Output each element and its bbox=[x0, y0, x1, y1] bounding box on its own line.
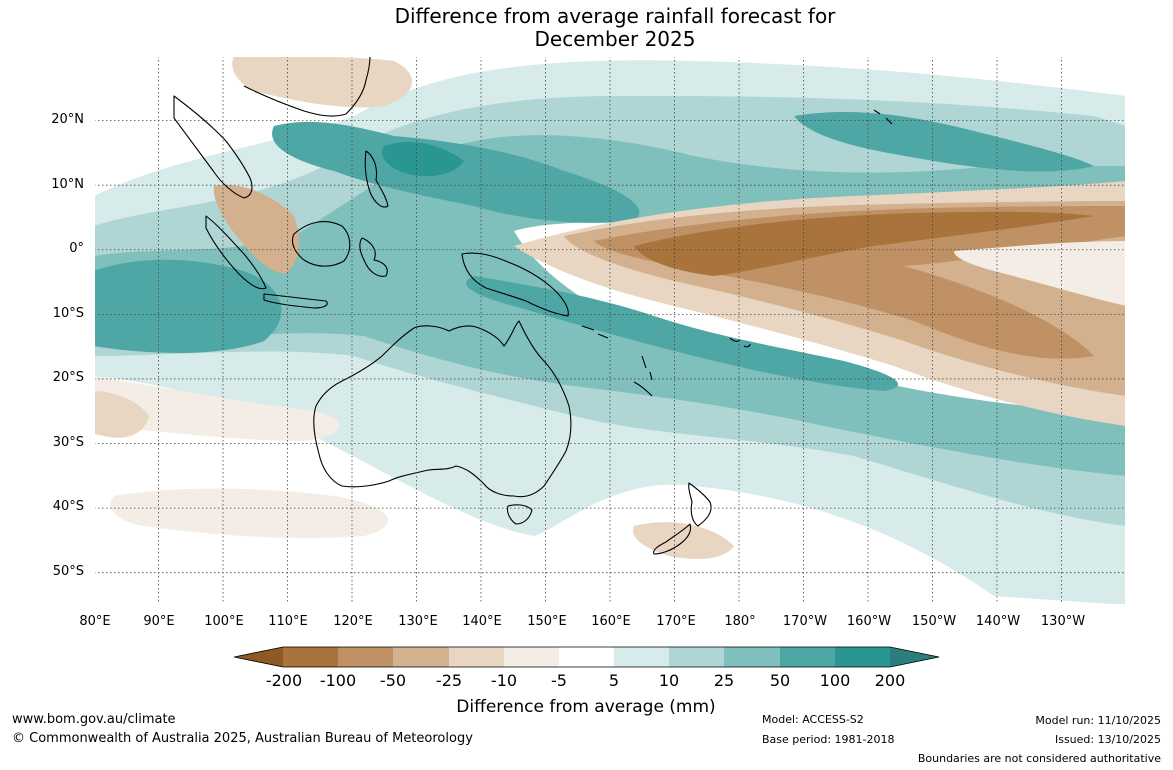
lon-label-130w: 130°W bbox=[1040, 614, 1086, 629]
dry-region-equatorial-core bbox=[634, 211, 1094, 276]
legend-outline bbox=[234, 646, 940, 668]
borneo-coastline bbox=[291, 221, 351, 267]
legend-tick-neg10: -10 bbox=[490, 671, 518, 690]
legend-swatch-8 bbox=[669, 647, 724, 667]
lon-label-100e: 100°E bbox=[204, 614, 244, 629]
legend-swatch-3 bbox=[393, 647, 449, 667]
lat-label-30s: 30°S bbox=[52, 435, 84, 450]
legend-title: Difference from average (mm) bbox=[456, 697, 716, 717]
legend-swatch-above-max bbox=[890, 647, 939, 667]
legend-tick-100: 100 bbox=[819, 671, 851, 690]
java-coastline bbox=[263, 293, 328, 309]
dry-region-south-china-sea bbox=[213, 185, 300, 274]
sumatra-coastline bbox=[205, 215, 267, 290]
indochina-coastline bbox=[173, 95, 253, 199]
vanuatu-islands bbox=[641, 355, 653, 381]
legend-swatch-4 bbox=[449, 647, 504, 667]
lon-label-150e: 150°E bbox=[527, 614, 567, 629]
lon-label-140w: 140°W bbox=[975, 614, 1021, 629]
new-zealand-north-island bbox=[688, 482, 712, 527]
rainfall-anomaly-map bbox=[94, 56, 1126, 605]
lon-label-170w: 170°W bbox=[782, 614, 828, 629]
legend-tick-neg100: -100 bbox=[319, 671, 357, 690]
solomon-islands bbox=[581, 325, 609, 339]
new-caledonia bbox=[633, 381, 653, 397]
legend-colorbar bbox=[234, 646, 940, 668]
map-title-line-1: Difference from average rainfall forecas… bbox=[394, 4, 836, 28]
lat-label-50s: 50°S bbox=[52, 564, 84, 579]
wet-region-north-pacific bbox=[794, 111, 1094, 172]
lon-label-170e: 170°E bbox=[656, 614, 696, 629]
lat-label-20s: 20°S bbox=[52, 370, 84, 385]
china-coastline bbox=[243, 56, 371, 117]
legend-tick-25: 25 bbox=[713, 671, 735, 690]
legend-tick-200: 200 bbox=[874, 671, 906, 690]
tasmania-coastline bbox=[506, 504, 533, 525]
footer-model-run: Model run: 11/10/2025 bbox=[1035, 714, 1161, 727]
philippines-coastline bbox=[364, 150, 389, 208]
lon-label-130e: 130°E bbox=[398, 614, 438, 629]
legend-swatch-below-min bbox=[234, 647, 283, 667]
new-guinea-coastline bbox=[461, 252, 569, 317]
legend-swatch-11 bbox=[835, 647, 890, 667]
wet-region-west-indian-ocean bbox=[94, 259, 282, 353]
legend-tick-50: 50 bbox=[769, 671, 791, 690]
legend-swatch-6 bbox=[559, 647, 614, 667]
footer-model: Model: ACCESS-S2 bbox=[762, 713, 864, 726]
legend-swatch-7 bbox=[614, 647, 669, 667]
coastlines bbox=[173, 56, 893, 555]
legend-swatch-10 bbox=[780, 647, 835, 667]
wet-region-maritime-continent bbox=[272, 121, 640, 223]
legend-swatch-2 bbox=[338, 647, 393, 667]
legend-swatch-5 bbox=[504, 647, 559, 667]
legend-swatch-1 bbox=[283, 647, 338, 667]
fiji-islands bbox=[729, 337, 751, 348]
footer-base-period: Base period: 1981-2018 bbox=[762, 733, 895, 746]
lon-label-180: 180° bbox=[724, 614, 756, 629]
dry-region-west-australia-coast bbox=[94, 391, 149, 438]
legend-tick-neg25: -25 bbox=[435, 671, 463, 690]
lon-label-120e: 120°E bbox=[333, 614, 373, 629]
lat-label-40s: 40°S bbox=[52, 499, 84, 514]
lon-label-160w: 160°W bbox=[846, 614, 892, 629]
footer-url: www.bom.gov.au/climate bbox=[12, 712, 176, 727]
lon-label-90e: 90°E bbox=[143, 614, 175, 629]
legend-tick-neg200: -200 bbox=[265, 671, 303, 690]
graticule bbox=[94, 56, 1126, 605]
dry-region-south-asia bbox=[232, 56, 413, 108]
australia-coastline bbox=[313, 320, 572, 498]
legend-tick-neg50: -50 bbox=[379, 671, 407, 690]
map-frame bbox=[94, 56, 1126, 605]
hawaii-islands bbox=[873, 109, 893, 125]
footer-copyright: © Commonwealth of Australia 2025, Austra… bbox=[12, 731, 473, 746]
wet-region-philippine-sea bbox=[382, 141, 464, 177]
lat-label-20n: 20°N bbox=[51, 112, 84, 127]
footer-disclaimer: Boundaries are not considered authoritat… bbox=[917, 752, 1161, 765]
dry-region-southern-ocean bbox=[110, 488, 388, 538]
map-title-line-2: December 2025 bbox=[534, 27, 696, 51]
legend-swatch-9 bbox=[724, 647, 780, 667]
legend-tick-5: 5 bbox=[608, 671, 620, 690]
legend-tick-10: 10 bbox=[658, 671, 680, 690]
lat-label-10n: 10°N bbox=[51, 177, 84, 192]
footer-issued: Issued: 13/10/2025 bbox=[1054, 733, 1161, 746]
lat-label-10s: 10°S bbox=[52, 306, 84, 321]
lon-label-140e: 140°E bbox=[462, 614, 502, 629]
lat-label-0: 0° bbox=[69, 241, 84, 256]
dry-region-south-indian-ocean bbox=[94, 376, 340, 441]
lon-label-160e: 160°E bbox=[591, 614, 631, 629]
wet-region-spcz bbox=[466, 276, 899, 391]
new-zealand-south-island bbox=[653, 523, 692, 555]
legend-tick-neg5: -5 bbox=[551, 671, 567, 690]
lon-label-80e: 80°E bbox=[79, 614, 111, 629]
sulawesi-coastline bbox=[359, 237, 388, 277]
lon-label-110e: 110°E bbox=[268, 614, 308, 629]
lon-label-150w: 150°W bbox=[911, 614, 957, 629]
